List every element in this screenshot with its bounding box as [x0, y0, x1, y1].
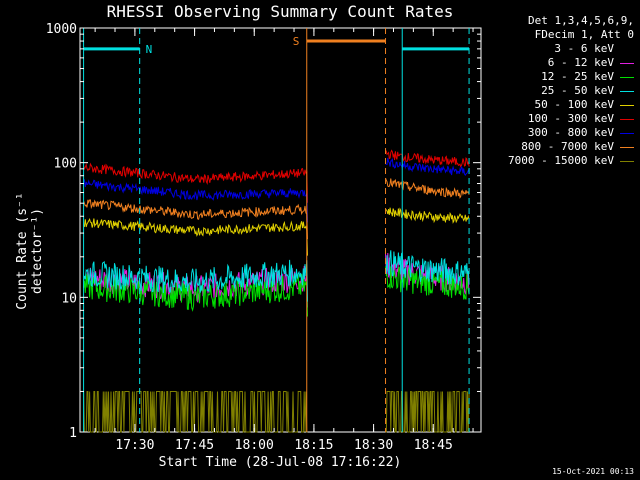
- legend-entry-label: 800 - 7000 keV: [521, 140, 614, 153]
- x-tick-label: 17:30: [115, 438, 154, 453]
- legend: Det 1,3,4,5,6,9, FDecim 1, Att 0 3 - 6 k…: [508, 14, 634, 168]
- chart-title: RHESSI Observing Summary Count Rates: [106, 2, 454, 21]
- y-axis-label: Count Rate (s⁻¹ detector⁻¹): [15, 192, 45, 310]
- legend-entry-label: 12 - 25 keV: [541, 70, 614, 83]
- series-7000-15000kev: [83, 391, 470, 433]
- legend-header-2: FDecim 1, Att 0: [534, 28, 634, 41]
- y-tick-label: 10: [61, 291, 77, 306]
- series-800-7000kev: [83, 177, 470, 240]
- legend-header-1: Det 1,3,4,5,6,9,: [528, 14, 634, 27]
- legend-swatch: [620, 160, 634, 162]
- legend-entry-label: 3 - 6 keV: [554, 42, 614, 55]
- legend-entry: 25 - 50 keV: [508, 84, 634, 98]
- y-tick-label: 1000: [46, 22, 77, 37]
- legend-entry: 800 - 7000 keV: [508, 140, 634, 154]
- legend-entry: 12 - 25 keV: [508, 70, 634, 84]
- series-100-300kev: [83, 149, 470, 203]
- legend-swatch: [620, 118, 634, 120]
- legend-swatch: [620, 48, 634, 50]
- series-300-800kev: [83, 157, 470, 223]
- legend-entry-label: 6 - 12 keV: [547, 56, 614, 69]
- x-tick-label: 18:15: [294, 438, 333, 453]
- timestamp: 15-Oct-2021 00:13: [552, 467, 634, 476]
- x-axis-label: Start Time (28-Jul-08 17:16:22): [158, 455, 402, 470]
- legend-entry-label: 300 - 800 keV: [527, 126, 614, 139]
- night-label: N: [146, 43, 153, 56]
- legend-swatch: [620, 62, 634, 64]
- y-tick-label: 1: [69, 426, 77, 441]
- legend-swatch: [620, 76, 634, 78]
- legend-entry-label: 50 - 100 keV: [534, 98, 614, 111]
- x-tick-label: 18:45: [414, 438, 453, 453]
- legend-entry: 300 - 800 keV: [508, 126, 634, 140]
- legend-entry: 50 - 100 keV: [508, 98, 634, 112]
- x-tick-label: 18:00: [235, 438, 274, 453]
- legend-entry-label: 7000 - 15000 keV: [508, 154, 614, 167]
- saa-label: S: [293, 35, 300, 48]
- legend-swatch: [620, 132, 634, 134]
- series-3-6kev: [83, 275, 470, 345]
- legend-entry: 6 - 12 keV: [508, 56, 634, 70]
- legend-entry: 7000 - 15000 keV: [508, 154, 634, 168]
- x-tick-label: 18:30: [354, 438, 393, 453]
- series-25-50kev: [83, 250, 470, 302]
- legend-entry: 3 - 6 keV: [508, 42, 634, 56]
- legend-swatch: [620, 90, 634, 92]
- legend-entry-label: 100 - 300 keV: [527, 112, 614, 125]
- legend-entry: 100 - 300 keV: [508, 112, 634, 126]
- legend-swatch: [620, 104, 634, 106]
- y-tick-label: 100: [54, 157, 77, 172]
- legend-entry-label: 25 - 50 keV: [541, 84, 614, 97]
- series-50-100kev: [83, 207, 470, 256]
- x-tick-label: 17:45: [175, 438, 214, 453]
- legend-swatch: [620, 146, 634, 148]
